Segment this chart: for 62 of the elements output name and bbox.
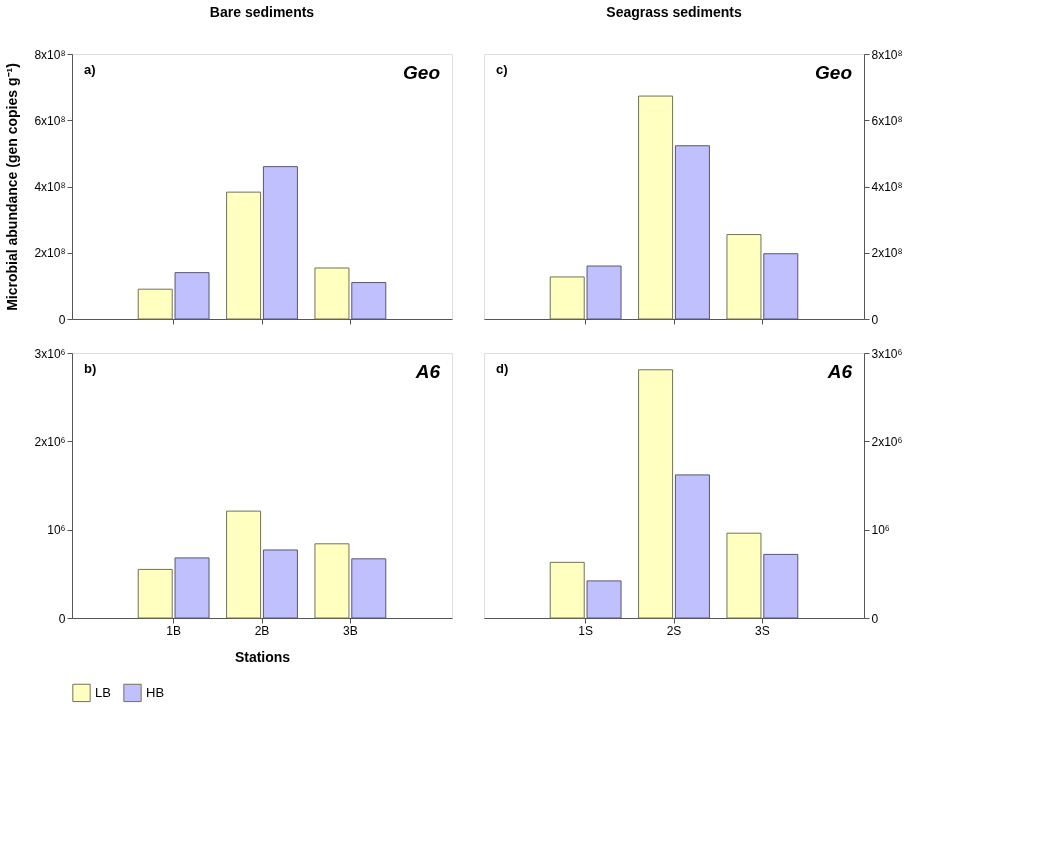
chart-title: Bare sediments	[209, 4, 315, 20]
y-tick-label: 3x10⁶	[871, 346, 903, 361]
bar	[314, 543, 350, 619]
y-tick-label: 6x10⁸	[871, 113, 903, 128]
bar	[726, 532, 762, 619]
bar	[674, 145, 710, 320]
chart-title: Seagrass sediments	[606, 4, 742, 20]
annotation: A6	[414, 361, 441, 382]
legend-label: LB	[95, 684, 111, 700]
x-axis-title: Stations	[234, 648, 291, 665]
y-tick-label: 10⁶	[47, 523, 66, 538]
annotation: A6	[826, 361, 853, 382]
bar	[137, 568, 173, 619]
bar	[137, 288, 173, 320]
bar	[674, 474, 710, 619]
y-tick-label: 6x10⁸	[34, 113, 66, 128]
bar	[226, 191, 262, 320]
bar	[174, 272, 210, 320]
bar	[763, 253, 799, 320]
y-tick-label: 4x10⁸	[871, 180, 903, 194]
bar	[638, 95, 674, 320]
y-tick-label: 4x10⁸	[34, 180, 66, 194]
y-axis-title: Microbial abundance (gen copies g⁻¹)	[4, 63, 21, 311]
y-tick-label: 2x10⁶	[871, 434, 903, 449]
y-tick-label: 2x10⁸	[34, 246, 66, 261]
y-tick-label: 0	[871, 611, 879, 626]
bar	[549, 561, 585, 619]
bar	[586, 265, 622, 320]
y-tick-label: 8x10⁸	[871, 47, 903, 62]
bar	[226, 510, 262, 619]
annotation: Geo	[815, 62, 852, 83]
bar	[262, 166, 298, 320]
x-tick-label: 1S	[578, 623, 593, 638]
bar	[351, 558, 387, 619]
y-tick-label: 8x10⁸	[34, 47, 66, 62]
annotation: c)	[496, 62, 508, 77]
y-tick-label: 0	[58, 611, 66, 626]
x-tick-label: 3B	[343, 623, 358, 638]
y-tick-label: 0	[871, 312, 879, 327]
annotation: b)	[84, 361, 97, 376]
annotation: a)	[84, 62, 96, 77]
bar	[726, 234, 762, 320]
bar	[586, 580, 622, 619]
bar	[174, 557, 210, 619]
bar	[314, 267, 350, 320]
bar	[549, 276, 585, 320]
y-tick-label: 10⁶	[871, 523, 890, 538]
bar	[351, 282, 387, 320]
x-tick-label: 3S	[755, 623, 770, 638]
x-tick-label: 2S	[666, 623, 682, 638]
y-tick-label: 3x10⁶	[34, 346, 66, 361]
y-tick-label: 2x10⁶	[34, 434, 66, 449]
annotation: Geo	[403, 62, 440, 83]
y-tick-label: 0	[58, 312, 66, 327]
bar	[638, 369, 674, 619]
y-tick-label: 2x10⁸	[871, 246, 903, 261]
bar	[763, 553, 799, 619]
x-tick-label: 1B	[166, 623, 181, 638]
legend-label: HB	[146, 684, 165, 700]
annotation: d)	[496, 361, 509, 376]
bar	[262, 549, 298, 619]
x-tick-label: 2B	[254, 623, 270, 638]
